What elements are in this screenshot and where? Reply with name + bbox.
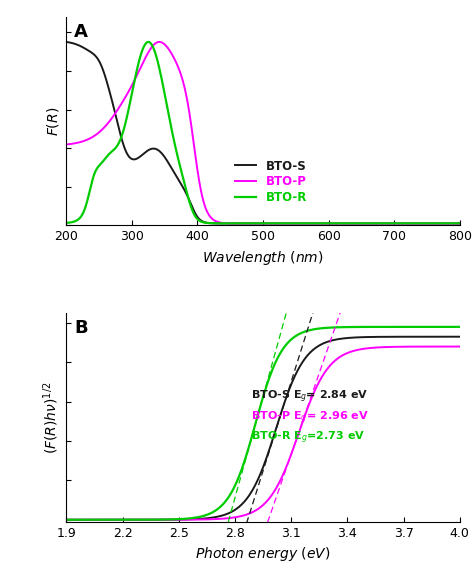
BTO-P (457, 220, 463, 227)
Line: BTO-S: BTO-S (66, 42, 460, 223)
Y-axis label: $(F(R)h\nu)^{1/2}$: $(F(R)h\nu)^{1/2}$ (41, 381, 61, 453)
Line: BTO-R: BTO-R (66, 42, 460, 223)
BTO-S (130, 156, 136, 163)
Text: BTO-R E$_g$=2.73 eV: BTO-R E$_g$=2.73 eV (251, 430, 365, 447)
BTO-R (130, 86, 136, 93)
BTO-S (278, 220, 284, 227)
BTO-S (196, 215, 202, 222)
BTO-R (235, 220, 240, 227)
BTO-R (146, 39, 151, 45)
Text: B: B (74, 319, 88, 337)
BTO-P (156, 39, 162, 45)
X-axis label: $Wavelength$ $(nm)$: $Wavelength$ $(nm)$ (202, 249, 324, 267)
BTO-S (116, 123, 121, 130)
X-axis label: $Photon$ $energy$ $(eV)$: $Photon$ $energy$ $(eV)$ (195, 545, 331, 561)
BTO-P (64, 141, 69, 148)
BTO-S (64, 39, 69, 45)
BTO-R (64, 219, 69, 226)
Line: BTO-P: BTO-P (66, 42, 460, 224)
BTO-P (271, 220, 276, 227)
BTO-S (270, 220, 276, 227)
Legend: BTO-S, BTO-P, BTO-R: BTO-S, BTO-P, BTO-R (230, 155, 312, 209)
BTO-R (196, 217, 202, 224)
BTO-P (196, 178, 202, 185)
Text: BTO-P E$_g$= 2.96 eV: BTO-P E$_g$= 2.96 eV (251, 409, 369, 426)
BTO-P (116, 105, 121, 112)
Y-axis label: $F(R)$: $F(R)$ (45, 107, 61, 136)
BTO-R (279, 220, 284, 227)
BTO-R (271, 220, 276, 227)
BTO-R (457, 220, 463, 227)
BTO-S (457, 220, 463, 227)
BTO-P (279, 220, 284, 227)
BTO-P (130, 81, 136, 88)
BTO-P (409, 220, 414, 227)
BTO-S (234, 220, 240, 227)
BTO-R (343, 220, 349, 227)
BTO-P (235, 220, 240, 227)
Text: BTO-S E$_g$= 2.84 eV: BTO-S E$_g$= 2.84 eV (251, 388, 369, 404)
BTO-S (346, 220, 351, 227)
BTO-R (116, 140, 121, 147)
Text: A: A (74, 23, 88, 41)
